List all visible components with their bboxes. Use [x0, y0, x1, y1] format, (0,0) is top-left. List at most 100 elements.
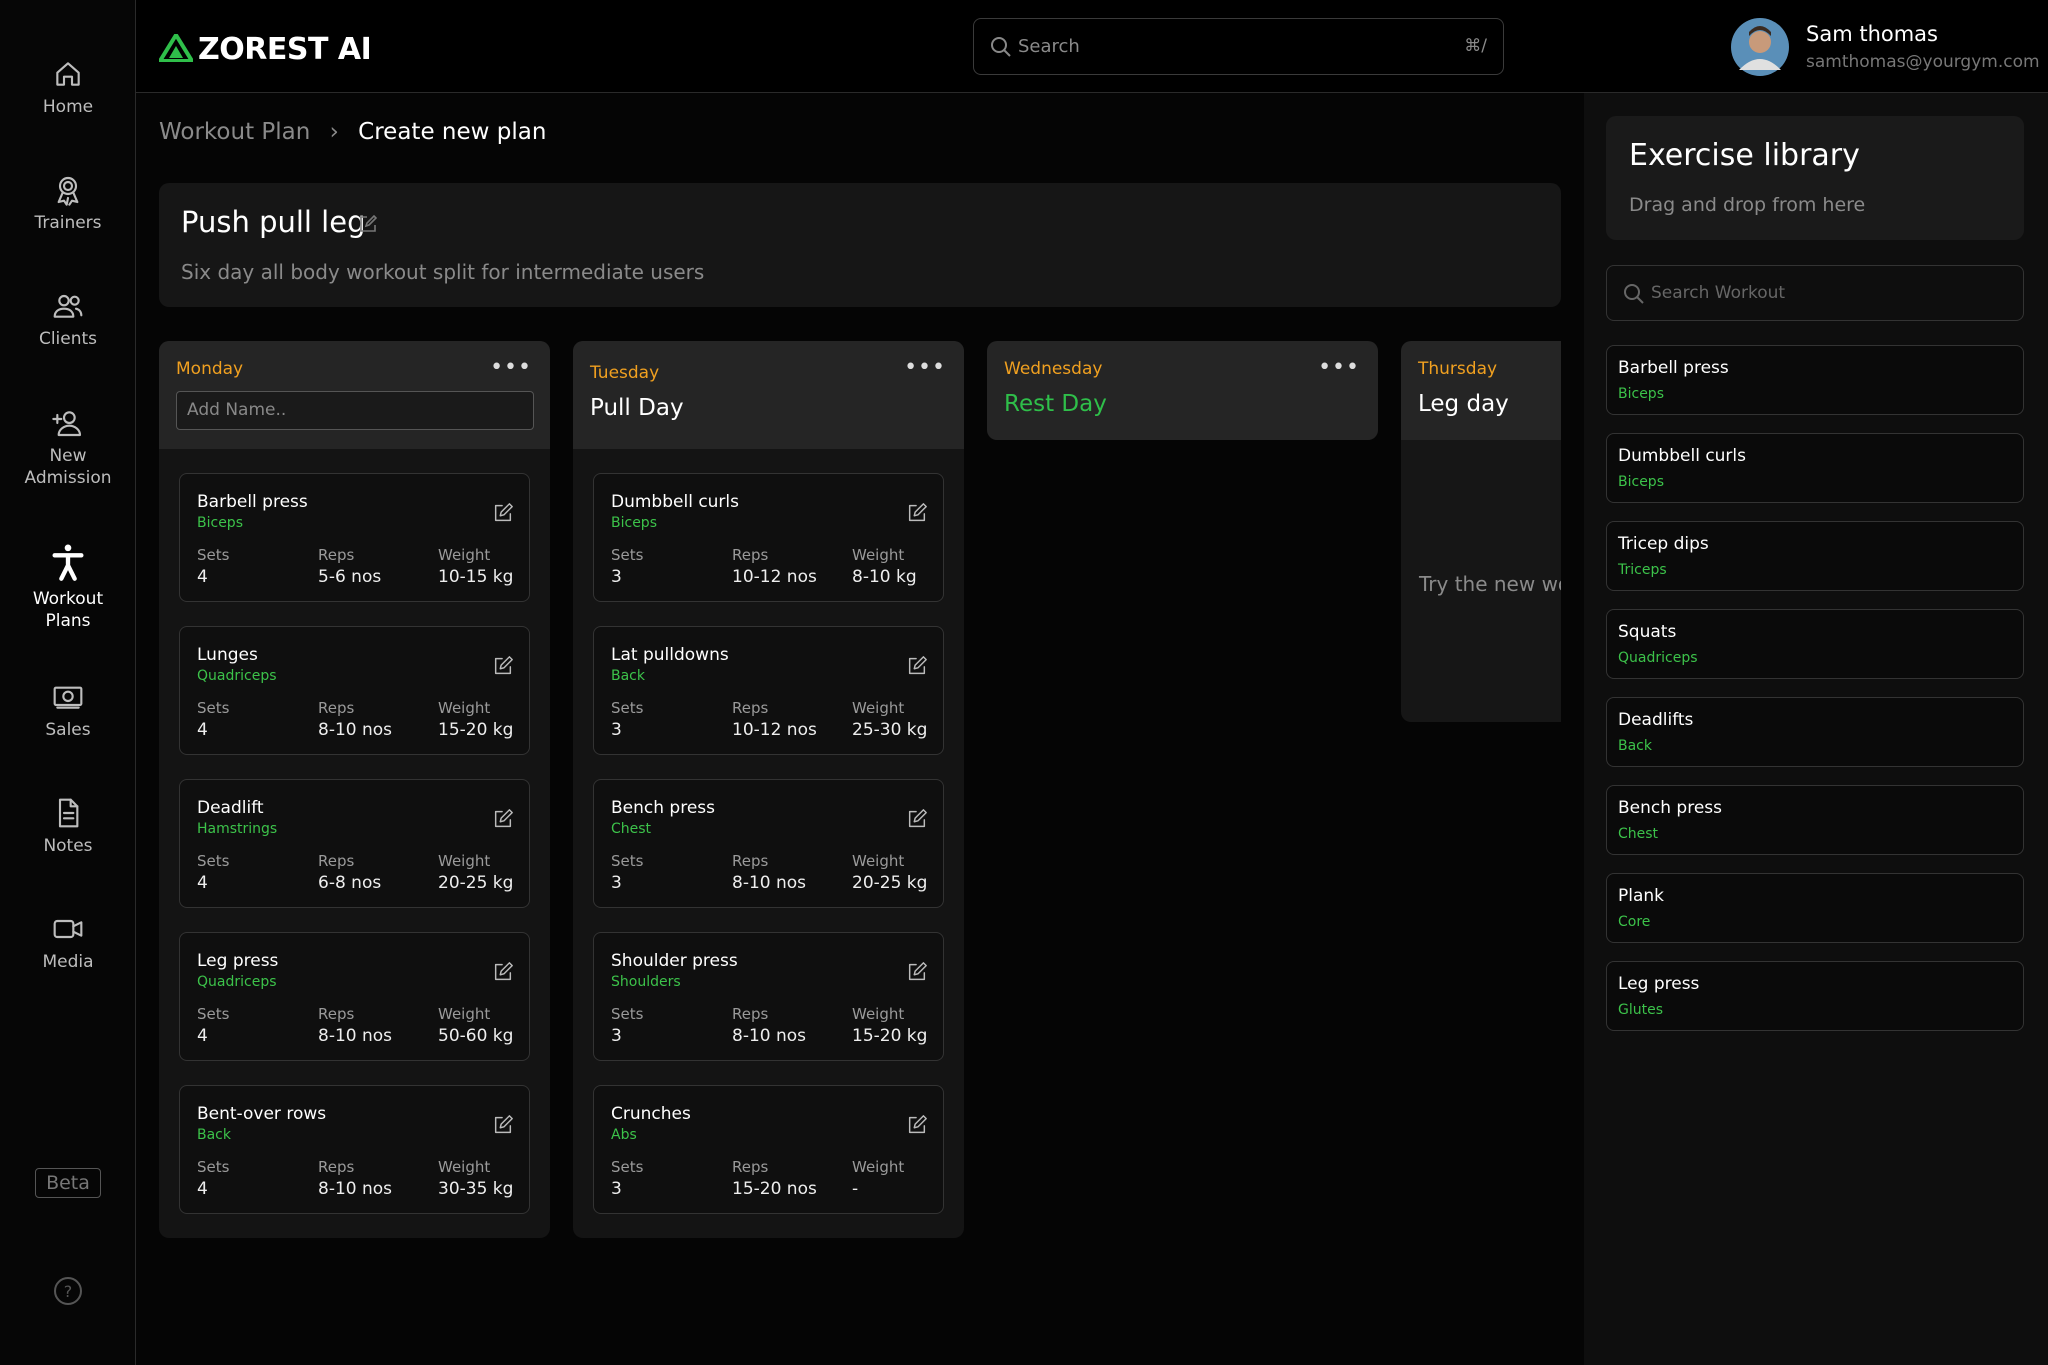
avatar[interactable]: [1731, 18, 1789, 76]
exercise-name: Barbell press: [197, 492, 308, 512]
exercise-name: Dumbbell curls: [1618, 446, 1747, 466]
edit-button[interactable]: [492, 961, 514, 983]
nav-item[interactable]: Sales: [0, 681, 136, 741]
day-title[interactable]: Rest Day: [1004, 391, 1107, 417]
field-label: Weight: [438, 699, 491, 717]
edit-button[interactable]: [906, 1114, 928, 1136]
user-name: Sam thomas: [1806, 22, 1938, 46]
field-label: Sets: [197, 699, 230, 717]
muscle-group: Hamstrings: [197, 821, 278, 837]
exercise-card[interactable]: Deadlift Hamstrings Sets 4 Reps 6-8 nos Weight…: [179, 779, 530, 908]
help-icon[interactable]: ?: [53, 1276, 83, 1306]
field-value: 15-20 kg: [438, 720, 514, 740]
nav-icon: [57, 176, 79, 206]
edit-button[interactable]: [906, 808, 928, 830]
edit-button[interactable]: [906, 961, 928, 983]
day-body: Try the new wor: [1401, 440, 1561, 722]
exercise-card[interactable]: Leg press Quadriceps Sets 4 Reps 8-10 nos Weig…: [179, 932, 530, 1061]
day-menu[interactable]: •••: [490, 355, 532, 380]
exercise-name: Squats: [1618, 622, 1677, 642]
edit-button[interactable]: [906, 655, 928, 677]
exercise-card[interactable]: Dumbbell curls Biceps Sets 3 Reps 10-12 nos We…: [593, 473, 944, 602]
edit-icon[interactable]: [359, 215, 377, 233]
exercise-card[interactable]: Lunges Quadriceps Sets 4 Reps 8-10 nos Weight 1…: [179, 626, 530, 755]
day-label: Thursday: [1418, 359, 1498, 379]
exercise-card[interactable]: Shoulder press Shoulders Sets 3 Reps 8-10 nos…: [593, 932, 944, 1061]
muscle-group: Shoulders: [611, 974, 681, 990]
nav-icon: [53, 686, 83, 709]
exercise-name: Lunges: [197, 645, 258, 665]
muscle-group: Biceps: [197, 515, 243, 531]
field-value: 3: [611, 567, 622, 587]
field-value: 8-10 nos: [318, 1026, 393, 1046]
field-value: 8-10 kg: [852, 567, 917, 587]
library-item[interactable]: Barbell press Biceps: [1606, 345, 2024, 415]
field-label: Sets: [611, 1158, 644, 1176]
nav-icon: [58, 798, 79, 828]
day-name-input[interactable]: Add Name..: [176, 391, 534, 430]
nav-item[interactable]: Notes: [0, 797, 136, 857]
exercise-name: Plank: [1618, 886, 1665, 906]
day-title[interactable]: Pull Day: [590, 395, 684, 421]
day-label: Monday: [176, 359, 244, 379]
library-search[interactable]: Search Workout: [1606, 265, 2024, 321]
library-item[interactable]: Plank Core: [1606, 873, 2024, 943]
nav-item[interactable]: Clients: [0, 290, 136, 350]
nav-item[interactable]: Media: [0, 913, 136, 973]
field-label: Sets: [197, 852, 230, 870]
field-value: 3: [611, 1026, 622, 1046]
exercise-card[interactable]: Crunches Abs Sets 3 Reps 15-20 nos Weight -: [593, 1085, 944, 1214]
day-menu[interactable]: •••: [904, 355, 946, 380]
logo-icon: [159, 34, 193, 62]
library-item[interactable]: Bench press Chest: [1606, 785, 2024, 855]
library-title: Exercise library: [1629, 138, 1860, 173]
nav-label: Sales: [45, 720, 91, 740]
muscle-group: Quadriceps: [197, 974, 277, 990]
day-menu[interactable]: •••: [1318, 355, 1360, 380]
top-bar: ZOREST AI Search ⌘/ Sam thomas samthomas…: [136, 0, 2048, 93]
edit-button[interactable]: [492, 1114, 514, 1136]
day-title[interactable]: Leg day: [1418, 391, 1509, 417]
day-column: Monday Add Name.. ••• Barbell press Biceps Se…: [159, 341, 550, 1238]
nav-item[interactable]: New Admission: [0, 407, 136, 489]
beta-badge: Beta: [35, 1168, 101, 1198]
library-item[interactable]: Squats Quadriceps: [1606, 609, 2024, 679]
exercise-card[interactable]: Lat pulldowns Back Sets 3 Reps 10-12 nos Weigh…: [593, 626, 944, 755]
field-value: 10-12 nos: [732, 720, 817, 740]
exercise-name: Bench press: [1618, 798, 1723, 818]
main-content: Workout Plan › Create new plan Push pull…: [136, 93, 1584, 1365]
library-item[interactable]: Dumbbell curls Biceps: [1606, 433, 2024, 503]
field-label: Weight: [852, 1005, 905, 1023]
breadcrumb-item[interactable]: Workout Plan: [159, 119, 311, 145]
nav-item[interactable]: Trainers: [0, 174, 136, 234]
field-label: Reps: [318, 1158, 355, 1176]
edit-button[interactable]: [492, 808, 514, 830]
field-label: Sets: [611, 699, 644, 717]
field-value: 20-25 kg: [438, 873, 514, 893]
edit-button[interactable]: [492, 655, 514, 677]
day-column: Tuesday Pull Day ••• Dumbbell curls Biceps Se…: [573, 341, 964, 1238]
muscle-group: Core: [1618, 914, 1651, 930]
library-subtitle: Drag and drop from here: [1629, 194, 1866, 216]
day-header: Tuesday Pull Day •••: [573, 341, 964, 449]
nav-item[interactable]: Home: [0, 58, 136, 118]
search-placeholder: Search: [1018, 36, 1080, 57]
nav-icon: [52, 544, 84, 581]
field-value: 8-10 nos: [318, 1179, 393, 1199]
plan-title[interactable]: Push pull leg: [181, 205, 366, 239]
library-item[interactable]: Tricep dips Triceps: [1606, 521, 2024, 591]
library-item[interactable]: Deadlifts Back: [1606, 697, 2024, 767]
exercise-card[interactable]: Bench press Chest Sets 3 Reps 8-10 nos Weight 2…: [593, 779, 944, 908]
field-value: 10-15 kg: [438, 567, 514, 587]
exercise-name: Leg press: [1618, 974, 1700, 994]
field-label: Reps: [318, 852, 355, 870]
nav-item[interactable]: Workout Plans: [0, 542, 136, 632]
edit-button[interactable]: [492, 502, 514, 524]
library-item[interactable]: Leg press Glutes: [1606, 961, 2024, 1031]
exercise-card[interactable]: Bent-over rows Back Sets 4 Reps 8-10 nos Weigh…: [179, 1085, 530, 1214]
exercise-card[interactable]: Barbell press Biceps Sets 4 Reps 5-6 nos Weigh…: [179, 473, 530, 602]
edit-button[interactable]: [906, 502, 928, 524]
day-header: Monday Add Name.. •••: [159, 341, 550, 449]
field-value: -: [852, 1179, 859, 1199]
search-box[interactable]: Search ⌘/: [973, 18, 1504, 75]
